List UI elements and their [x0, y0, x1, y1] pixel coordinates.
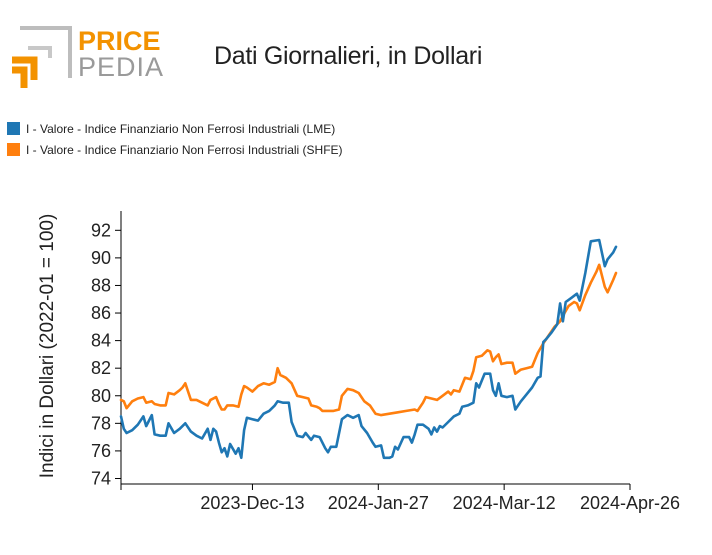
pricepedia-logo: PRICE PEDIA	[12, 26, 164, 88]
y-tick-label: 90	[91, 248, 111, 268]
logo-mark	[12, 26, 72, 88]
plot-area	[119, 238, 618, 460]
x-tick-label: 2024-Apr-26	[580, 493, 680, 513]
y-tick-label: 74	[91, 468, 111, 488]
x-axis: 2023-Dec-13 2024-Jan-27 2024-Mar-12 2024-Ap…	[120, 483, 680, 513]
legend-swatch-lme	[7, 122, 20, 135]
series-line-lme	[119, 238, 618, 460]
chart-title: Dati Giornalieri, in Dollari	[214, 42, 483, 70]
y-tick-label: 86	[91, 303, 111, 323]
legend-item-lme[interactable]: I - Valore - Indice Finanziario Non Ferr…	[7, 118, 343, 139]
y-tick-label: 76	[91, 441, 111, 461]
y-tick-label: 92	[91, 220, 111, 240]
logo-price-text: PRICE	[78, 26, 161, 56]
y-tick-label: 84	[91, 331, 111, 351]
y-tick-label: 80	[91, 386, 111, 406]
legend-item-shfe[interactable]: I - Valore - Indice Finanziario Non Ferr…	[7, 139, 343, 160]
y-tick-label: 78	[91, 413, 111, 433]
series-line-shfe	[119, 263, 618, 417]
y-axis-label: Indici in Dollari (2022-01 = 100)	[37, 214, 58, 479]
legend-label-lme: I - Valore - Indice Finanziario Non Ferr…	[26, 121, 336, 136]
legend-label-shfe: I - Valore - Indice Finanziario Non Ferr…	[26, 142, 343, 157]
x-tick-label: 2024-Jan-27	[328, 493, 429, 513]
y-tick-label: 88	[91, 275, 111, 295]
x-tick-label: 2024-Mar-12	[453, 493, 556, 513]
y-axis: 74 76 78 80 82 84 86 88 90 92	[91, 211, 122, 488]
legend-swatch-shfe	[7, 143, 20, 156]
legend: I - Valore - Indice Finanziario Non Ferr…	[7, 118, 343, 160]
x-tick-label: 2023-Dec-13	[200, 493, 304, 513]
logo-pedia-text: PEDIA	[78, 52, 164, 82]
y-tick-label: 82	[91, 358, 111, 378]
